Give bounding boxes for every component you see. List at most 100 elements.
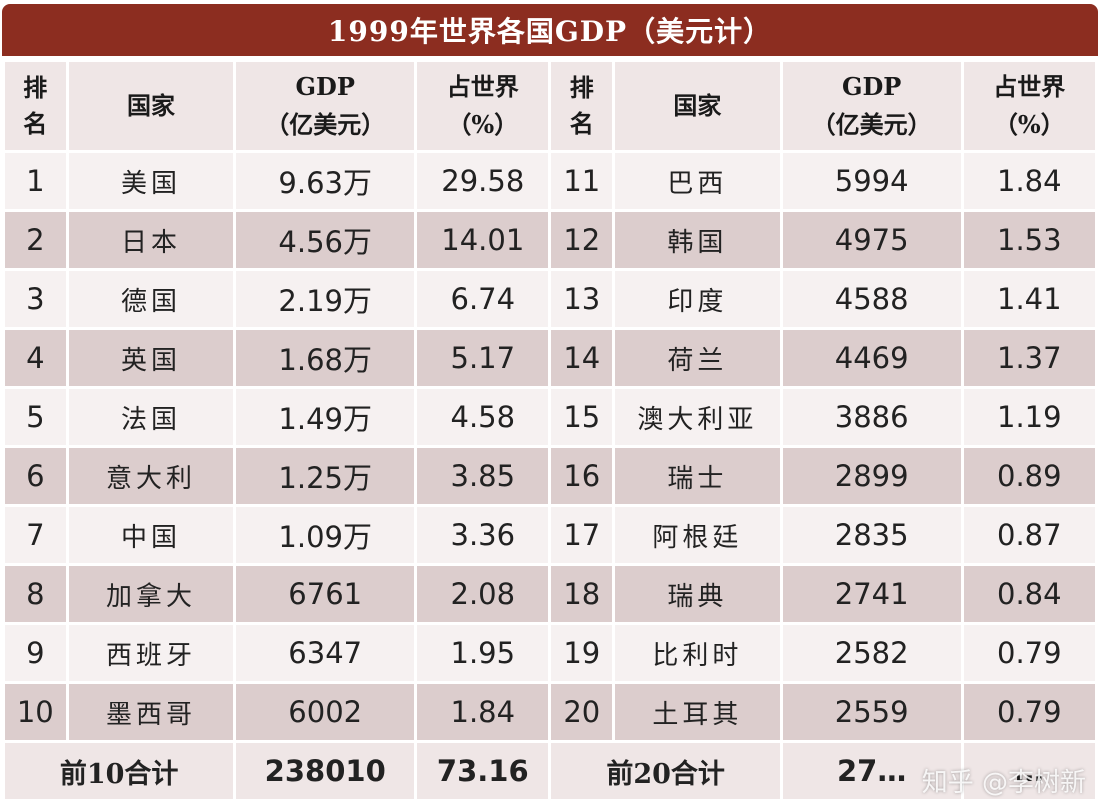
table-row: 7 中国 1.09万 3.36 17 阿根廷 2835 0.87 <box>5 507 1095 563</box>
totals-left-label: 前10合计 <box>5 743 234 799</box>
totals-left-gdp: 238010 <box>236 743 415 799</box>
header-rank: 排名 <box>5 62 66 150</box>
cell-country: 瑞士 <box>615 448 780 504</box>
cell-country: 日本 <box>68 212 234 268</box>
cell-rank: 4 <box>5 330 66 386</box>
cell-gdp: 2582 <box>782 625 961 681</box>
cell-rank: 3 <box>5 271 66 327</box>
header-gdp: GDP （亿美元） <box>782 62 961 150</box>
cell-country: 法国 <box>68 389 234 445</box>
header-country: 国家 <box>68 62 234 150</box>
cell-country: 阿根廷 <box>615 507 780 563</box>
cell-share: 1.95 <box>417 625 549 681</box>
cell-country: 意大利 <box>68 448 234 504</box>
cell-share: 1.84 <box>963 153 1095 209</box>
cell-share: 1.37 <box>963 330 1095 386</box>
cell-rank: 16 <box>551 448 613 504</box>
cell-country: 比利时 <box>615 625 780 681</box>
cell-gdp: 6761 <box>236 566 415 622</box>
cell-gdp: 2559 <box>782 684 961 740</box>
cell-rank: 19 <box>551 625 613 681</box>
table-row: 10 墨西哥 6002 1.84 20 土耳其 2559 0.79 <box>5 684 1095 740</box>
header-gdp: GDP （亿美元） <box>236 62 415 150</box>
cell-rank: 17 <box>551 507 613 563</box>
cell-share: 1.53 <box>963 212 1095 268</box>
table-row: 4 英国 1.68万 5.17 14 荷兰 4469 1.37 <box>5 330 1095 386</box>
table-row: 6 意大利 1.25万 3.85 16 瑞士 2899 0.89 <box>5 448 1095 504</box>
cell-country: 墨西哥 <box>68 684 234 740</box>
cell-country: 澳大利亚 <box>615 389 780 445</box>
watermark: 知乎 @李树新 <box>921 768 1086 798</box>
cell-gdp: 2.19万 <box>236 271 415 327</box>
table-row: 3 德国 2.19万 6.74 13 印度 4588 1.41 <box>5 271 1095 327</box>
cell-rank: 1 <box>5 153 66 209</box>
cell-share: 0.87 <box>963 507 1095 563</box>
cell-rank: 14 <box>551 330 613 386</box>
cell-gdp: 4588 <box>782 271 961 327</box>
cell-gdp: 5994 <box>782 153 961 209</box>
table-row: 2 日本 4.56万 14.01 12 韩国 4975 1.53 <box>5 212 1095 268</box>
cell-rank: 6 <box>5 448 66 504</box>
cell-gdp: 9.63万 <box>236 153 415 209</box>
cell-gdp: 2835 <box>782 507 961 563</box>
cell-country: 英国 <box>68 330 234 386</box>
cell-share: 0.89 <box>963 448 1095 504</box>
cell-rank: 8 <box>5 566 66 622</box>
cell-share: 1.84 <box>417 684 549 740</box>
cell-rank: 7 <box>5 507 66 563</box>
cell-share: 0.84 <box>963 566 1095 622</box>
table-title: 1999年世界各国GDP（美元计） <box>2 4 1098 56</box>
cell-share: 5.17 <box>417 330 549 386</box>
cell-country: 荷兰 <box>615 330 780 386</box>
cell-share: 14.01 <box>417 212 549 268</box>
totals-row: 前10合计 238010 73.16 前20合计 27… … <box>5 743 1095 799</box>
cell-rank: 15 <box>551 389 613 445</box>
header-share: 占世界 （%） <box>417 62 549 150</box>
header-country: 国家 <box>615 62 780 150</box>
cell-share: 4.58 <box>417 389 549 445</box>
cell-gdp: 6002 <box>236 684 415 740</box>
cell-share: 3.36 <box>417 507 549 563</box>
cell-rank: 10 <box>5 684 66 740</box>
header-row: 排名 国家 GDP （亿美元） 占世界 （%） 排名 国家 GDP （亿美元） 占世界… <box>5 62 1095 150</box>
cell-rank: 20 <box>551 684 613 740</box>
cell-gdp: 4469 <box>782 330 961 386</box>
header-share: 占世界 （%） <box>963 62 1095 150</box>
cell-rank: 5 <box>5 389 66 445</box>
table-row: 5 法国 1.49万 4.58 15 澳大利亚 3886 1.19 <box>5 389 1095 445</box>
cell-country: 瑞典 <box>615 566 780 622</box>
cell-country: 印度 <box>615 271 780 327</box>
cell-share: 1.41 <box>963 271 1095 327</box>
table-body: 1 美国 9.63万 29.58 11 巴西 5994 1.84 2 日本 4.56万 14.01 12… <box>5 153 1095 740</box>
cell-gdp: 6347 <box>236 625 415 681</box>
cell-share: 3.85 <box>417 448 549 504</box>
cell-rank: 2 <box>5 212 66 268</box>
cell-gdp: 3886 <box>782 389 961 445</box>
cell-gdp: 4.56万 <box>236 212 415 268</box>
cell-gdp: 1.68万 <box>236 330 415 386</box>
gdp-table: 排名 国家 GDP （亿美元） 占世界 （%） 排名 国家 GDP （亿美元） 占世界… <box>2 59 1098 802</box>
cell-rank: 9 <box>5 625 66 681</box>
table-row: 1 美国 9.63万 29.58 11 巴西 5994 1.84 <box>5 153 1095 209</box>
cell-gdp: 1.09万 <box>236 507 415 563</box>
table-row: 9 西班牙 6347 1.95 19 比利时 2582 0.79 <box>5 625 1095 681</box>
cell-share: 1.19 <box>963 389 1095 445</box>
cell-share: 6.74 <box>417 271 549 327</box>
cell-gdp: 4975 <box>782 212 961 268</box>
cell-country: 中国 <box>68 507 234 563</box>
table-row: 8 加拿大 6761 2.08 18 瑞典 2741 0.84 <box>5 566 1095 622</box>
cell-country: 美国 <box>68 153 234 209</box>
cell-share: 0.79 <box>963 625 1095 681</box>
totals-right-share: … <box>963 743 1095 799</box>
totals-left-share: 73.16 <box>417 743 549 799</box>
cell-country: 韩国 <box>615 212 780 268</box>
totals-right-label: 前20合计 <box>551 743 780 799</box>
cell-share: 29.58 <box>417 153 549 209</box>
cell-rank: 18 <box>551 566 613 622</box>
totals-right-gdp: 27… <box>782 743 961 799</box>
header-rank: 排名 <box>551 62 613 150</box>
cell-gdp: 1.49万 <box>236 389 415 445</box>
cell-rank: 12 <box>551 212 613 268</box>
cell-gdp: 2741 <box>782 566 961 622</box>
